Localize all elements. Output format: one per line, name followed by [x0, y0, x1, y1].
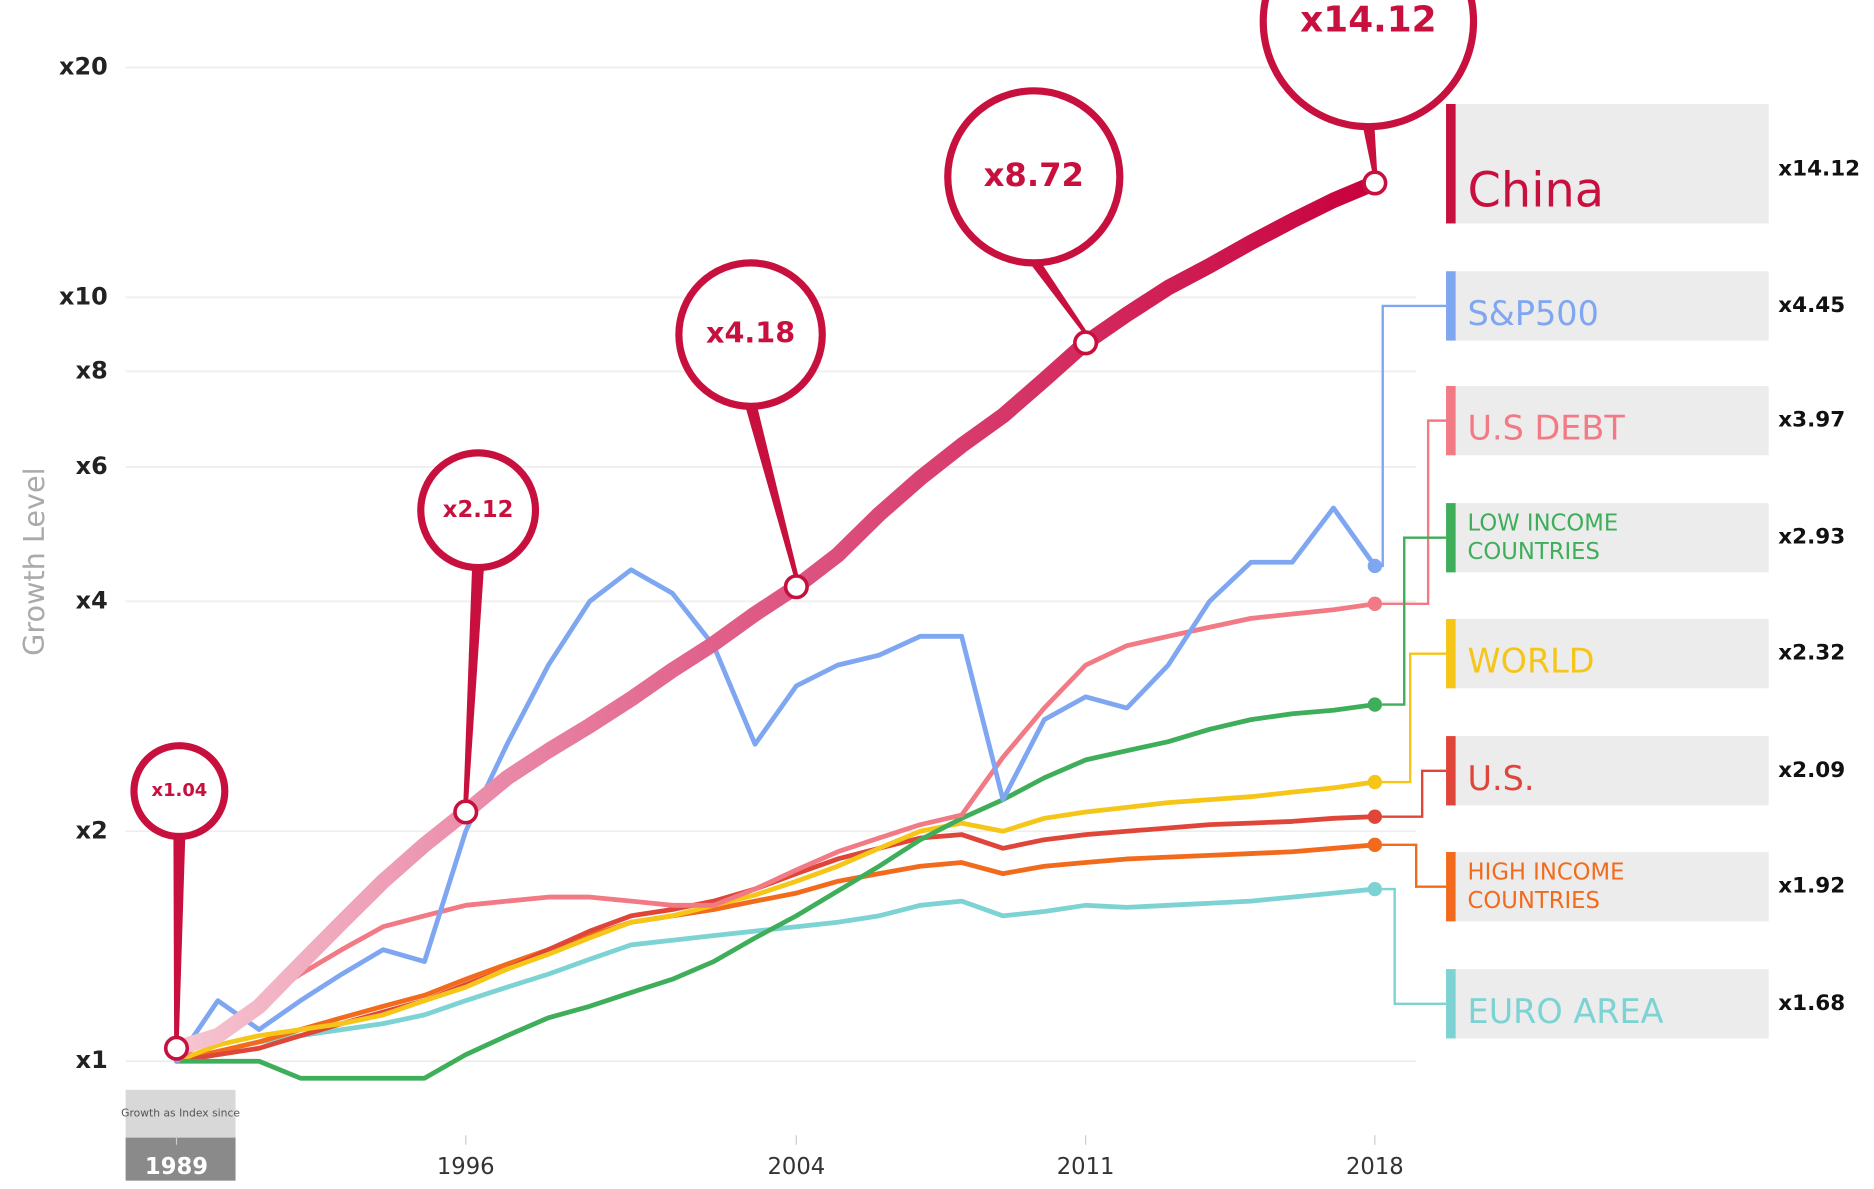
- balloon: [944, 87, 1124, 267]
- annotation-point: [1362, 170, 1388, 196]
- balloon-stem: [1027, 260, 1088, 334]
- connector: [1382, 769, 1447, 818]
- legend-color-bar: [1446, 271, 1456, 341]
- legend-color-bar: [1446, 385, 1456, 456]
- balloon: [1259, 0, 1478, 131]
- legend-label: U.S DEBT: [1468, 409, 1626, 448]
- annotation-label: x4.18: [706, 316, 795, 350]
- end-value-label: x4.45: [1778, 293, 1845, 318]
- annotation-label: x8.72: [984, 156, 1084, 194]
- end-value-label: x1.68: [1778, 991, 1845, 1016]
- annotation-point: [1073, 330, 1099, 356]
- legend-color-bar: [1446, 852, 1456, 922]
- series-line: [168, 175, 1383, 1056]
- series-line: [174, 779, 1378, 1064]
- x-tick-label: 2011: [1057, 1154, 1115, 1180]
- start-year-box: [125, 1137, 236, 1181]
- legend-label: WORLD: [1468, 642, 1595, 681]
- legend-color-bar: [1446, 969, 1456, 1039]
- legend-box: [1446, 618, 1769, 689]
- index-note: Growth as Index since: [121, 1107, 240, 1120]
- y-tick-label: x8: [76, 356, 108, 384]
- end-value-label: x14.12: [1778, 157, 1860, 182]
- balloon: [417, 449, 540, 572]
- annotation-label: x2.12: [443, 497, 514, 523]
- series-line: [174, 505, 1378, 1064]
- x-tick-label: 1996: [437, 1154, 495, 1180]
- legend-box: [1446, 852, 1769, 922]
- annotation-point: [453, 799, 479, 825]
- series-line: [174, 601, 1378, 1064]
- end-point: [1367, 774, 1383, 790]
- annotation-label: x14.12: [1300, 0, 1436, 41]
- legend-box: [1446, 271, 1769, 341]
- end-point: [1367, 558, 1383, 574]
- y-tick-label: x4: [76, 586, 108, 614]
- end-point: [1367, 881, 1383, 897]
- connector: [1382, 652, 1447, 784]
- balloon-stem: [744, 403, 799, 578]
- connector: [1382, 843, 1447, 888]
- legend-label: HIGH INCOME COUNTRIES: [1468, 859, 1625, 914]
- connector: [1381, 304, 1447, 568]
- legend-label: EURO AREA: [1468, 992, 1664, 1031]
- x-tick-label: 1989: [145, 1154, 208, 1180]
- legend-color-bar: [1446, 103, 1456, 224]
- end-point: [1367, 809, 1383, 824]
- end-value-label: x2.93: [1778, 525, 1845, 550]
- balloon: [675, 259, 826, 410]
- legend-color-bar: [1446, 503, 1456, 573]
- legend-label: U.S.: [1468, 759, 1535, 798]
- balloon-stem: [463, 565, 485, 803]
- legend-box: [1446, 969, 1769, 1039]
- balloon-stem: [173, 834, 186, 1039]
- legend-box: [1446, 503, 1769, 573]
- legend-color-bar: [1446, 736, 1456, 806]
- legend-label: S&P500: [1468, 294, 1599, 333]
- connector: [1382, 536, 1447, 706]
- end-point: [1367, 837, 1383, 852]
- balloon-stem: [1362, 124, 1378, 174]
- end-value-label: x1.92: [1778, 874, 1845, 899]
- y-tick-label: x20: [59, 52, 108, 80]
- y-tick-label: x6: [76, 452, 108, 480]
- legend-box: [1446, 103, 1769, 224]
- end-value-label: x2.32: [1778, 641, 1845, 666]
- connector: [1382, 887, 1447, 1005]
- annotation-point: [163, 1035, 190, 1061]
- y-tick-label: x10: [59, 282, 108, 310]
- legend-label: China: [1468, 164, 1605, 219]
- end-point: [1367, 596, 1383, 612]
- series-line: [174, 842, 1378, 1064]
- annotation-point: [783, 574, 809, 600]
- series-line: [174, 702, 1378, 1081]
- legend-box: [1446, 385, 1769, 456]
- x-tick-label: 2004: [767, 1154, 825, 1180]
- legend-label: LOW INCOME COUNTRIES: [1468, 510, 1619, 565]
- y-tick-label: x2: [76, 816, 108, 844]
- index-note-box: [125, 1089, 236, 1138]
- balloon: [130, 742, 229, 841]
- x-tick-label: 2018: [1346, 1154, 1404, 1180]
- legend-box: [1446, 736, 1769, 806]
- end-value-label: x3.97: [1778, 408, 1845, 433]
- legend-color-bar: [1446, 618, 1456, 689]
- annotation-label: x1.04: [152, 780, 208, 801]
- end-point: [1367, 697, 1383, 712]
- connector: [1382, 419, 1447, 606]
- y-axis-label: Growth Level: [17, 467, 51, 655]
- y-tick-label: x1: [76, 1046, 108, 1074]
- end-value-label: x2.09: [1778, 758, 1845, 783]
